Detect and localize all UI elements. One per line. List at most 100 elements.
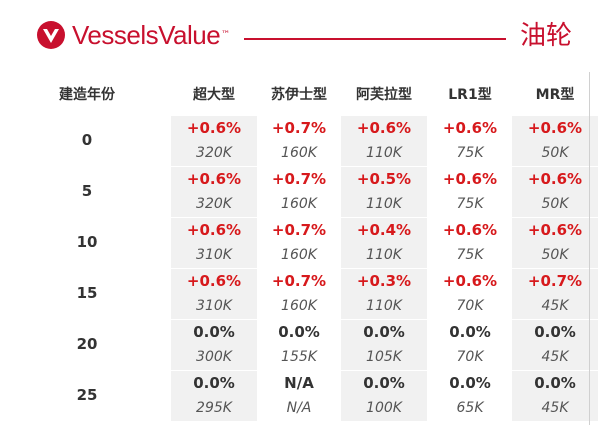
percent-change: +0.4% (356, 221, 412, 239)
table-cell: +0.6% 310K (171, 218, 257, 268)
value-amount: 110K (366, 196, 402, 212)
table-cell: +0.6% 75K (427, 218, 513, 268)
value-amount: 100K (366, 400, 402, 416)
value-amount: 75K (456, 145, 484, 161)
percent-change: 0.0% (363, 374, 405, 392)
table-cell: +0.6% 320K (171, 167, 257, 217)
value-amount: 50K (541, 196, 569, 212)
value-amount: 75K (456, 196, 484, 212)
column-header-1: 超大型 (193, 87, 235, 103)
table-cell: 0.0% 45K (512, 320, 598, 370)
build-year-label: 20 (76, 335, 98, 353)
table-cell: +0.7% 160K (256, 116, 342, 166)
value-amount: 50K (541, 145, 569, 161)
value-amount: 110K (366, 298, 402, 314)
table-cell: 0.0% 105K (341, 320, 427, 370)
percent-change: 0.0% (363, 323, 405, 341)
percent-change: +0.6% (186, 170, 242, 188)
percent-change: +0.6% (442, 221, 498, 239)
column-header-2: 苏伊士型 (271, 87, 327, 103)
percent-change: +0.6% (186, 221, 242, 239)
header: VesselsValue ™ 油轮 (0, 0, 600, 72)
table-header: 建造年份 超大型 苏伊士型 阿芙拉型 LR1型 MR型 (0, 72, 600, 116)
value-amount: 70K (456, 349, 484, 365)
percent-change: 0.0% (193, 323, 235, 341)
value-amount: N/A (286, 400, 312, 416)
header-rule (244, 38, 506, 40)
table-cell: 0.0% 300K (171, 320, 257, 370)
value-amount: 70K (456, 298, 484, 314)
percent-change: +0.3% (356, 272, 412, 290)
table-cell: +0.6% 50K (512, 218, 598, 268)
value-amount: 160K (281, 247, 317, 263)
value-amount: 160K (281, 145, 317, 161)
percent-change: +0.7% (271, 119, 327, 137)
percent-change: 0.0% (534, 374, 576, 392)
percent-change: 0.0% (449, 374, 491, 392)
table-cell: +0.3% 110K (341, 269, 427, 319)
column-header-4: LR1型 (448, 87, 492, 103)
logo-mark-icon (37, 21, 65, 49)
percent-change: 0.0% (534, 323, 576, 341)
table-right-border (589, 72, 590, 425)
build-year-label: 15 (76, 284, 98, 302)
table-cell: N/A N/A (256, 371, 342, 421)
percent-change: +0.6% (527, 221, 583, 239)
value-amount: 65K (456, 400, 484, 416)
column-header-build-year: 建造年份 (59, 87, 115, 103)
table-cell: 0.0% 100K (341, 371, 427, 421)
percent-change: +0.7% (271, 170, 327, 188)
vesselsvalue-logo: VesselsValue ™ (36, 20, 230, 50)
percent-change: +0.7% (271, 221, 327, 239)
table-cell: +0.7% 45K (512, 269, 598, 319)
percent-change: +0.6% (186, 119, 242, 137)
brand-name: VesselsValue (72, 20, 221, 50)
table-cell: +0.7% 160K (256, 218, 342, 268)
percent-change: +0.6% (186, 272, 242, 290)
table-cell: +0.7% 160K (256, 167, 342, 217)
column-header-5: MR型 (535, 87, 575, 103)
table-cell: +0.6% 110K (341, 116, 427, 166)
build-year-label: 10 (76, 233, 98, 251)
percent-change: +0.7% (527, 272, 583, 290)
value-amount: 320K (196, 145, 232, 161)
value-amount: 50K (541, 247, 569, 263)
percent-change: +0.5% (356, 170, 412, 188)
table-cell: 0.0% 45K (512, 371, 598, 421)
table-cell: +0.6% 310K (171, 269, 257, 319)
percent-change: N/A (284, 374, 314, 392)
table-cell: +0.5% 110K (341, 167, 427, 217)
value-amount: 300K (196, 349, 232, 365)
build-year-label: 5 (81, 182, 93, 200)
percent-change: +0.6% (527, 119, 583, 137)
table-cell: +0.4% 110K (341, 218, 427, 268)
value-amount: 110K (366, 247, 402, 263)
table-cell: +0.6% 75K (427, 116, 513, 166)
percent-change: 0.0% (193, 374, 235, 392)
table-cell: 0.0% 65K (427, 371, 513, 421)
value-amount: 155K (281, 349, 317, 365)
percent-change: +0.6% (442, 272, 498, 290)
percent-change: 0.0% (278, 323, 320, 341)
percent-change: 0.0% (449, 323, 491, 341)
value-amount: 295K (196, 400, 232, 416)
value-amount: 75K (456, 247, 484, 263)
value-amount: 45K (541, 298, 569, 314)
value-amount: 160K (281, 196, 317, 212)
percent-change: +0.7% (271, 272, 327, 290)
table-cell: 0.0% 155K (256, 320, 342, 370)
value-amount: 310K (196, 298, 232, 314)
category-title: 油轮 (520, 21, 573, 51)
value-amount: 160K (281, 298, 317, 314)
value-amount: 110K (366, 145, 402, 161)
percent-change: +0.6% (442, 170, 498, 188)
table-cell: +0.6% 70K (427, 269, 513, 319)
table-cell: +0.7% 160K (256, 269, 342, 319)
trademark-symbol: ™ (221, 30, 231, 40)
build-year-label: 0 (81, 131, 93, 149)
table-cell: +0.6% 50K (512, 167, 598, 217)
value-amount: 320K (196, 196, 232, 212)
table-cell: +0.6% 75K (427, 167, 513, 217)
percent-change: +0.6% (442, 119, 498, 137)
value-amount: 45K (541, 349, 569, 365)
